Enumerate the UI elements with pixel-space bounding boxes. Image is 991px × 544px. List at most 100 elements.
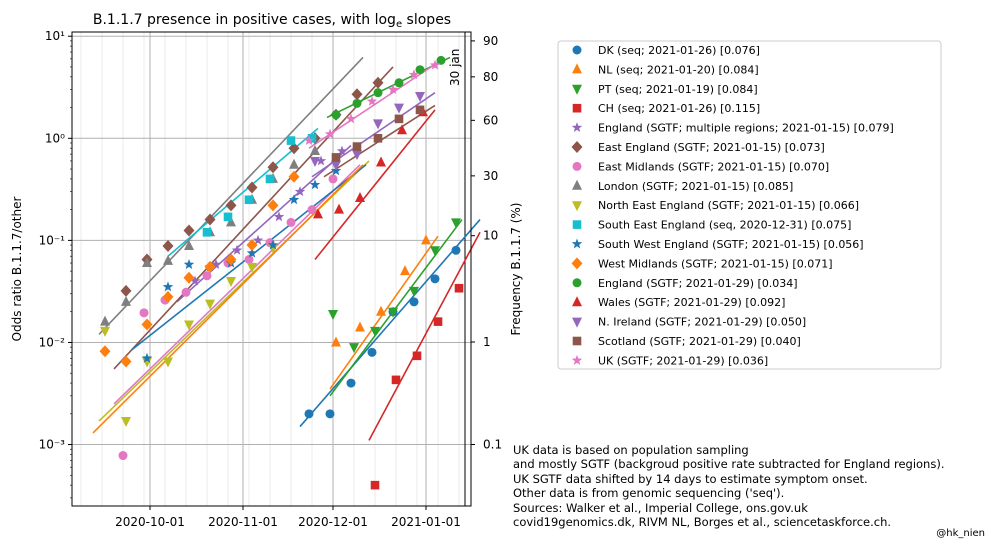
- data-point: [409, 286, 419, 297]
- data-point: [99, 345, 111, 358]
- data-point: [334, 203, 344, 214]
- legend-marker: [572, 278, 582, 288]
- data-point: [400, 265, 410, 276]
- data-point: [205, 299, 215, 310]
- data-point: [163, 357, 173, 368]
- legend-marker: [571, 238, 583, 249]
- legend-label: Scotland (SGTF; 2021-01-29) [0.040]: [598, 335, 801, 348]
- right-tick-label: 60: [483, 113, 498, 127]
- data-point: [141, 352, 153, 363]
- data-point: [286, 217, 296, 227]
- data-point: [352, 98, 362, 108]
- data-point: [372, 76, 384, 89]
- data-point: [325, 409, 335, 419]
- data-point: [415, 105, 425, 115]
- data-point: [286, 136, 296, 145]
- data-point: [331, 160, 341, 171]
- data-point: [430, 246, 440, 257]
- axes: 2020-10-01 2020-11-01 2020-12-01 2021-01-01…: [39, 29, 503, 529]
- data-point: [141, 318, 153, 331]
- legend-label: South West England (SGTF; 2021-01-15) [0…: [598, 238, 864, 251]
- data-point: [429, 59, 441, 70]
- y-tick-label: 10⁻³: [39, 438, 66, 452]
- data-point: [421, 234, 431, 245]
- data-point: [184, 240, 194, 251]
- legend-label: N. Ireland (SGTF; 2021-01-29) [0.050]: [598, 316, 806, 329]
- data-point: [121, 295, 131, 306]
- note-line: Sources: Walker et al., Imperial College…: [513, 501, 808, 515]
- data-point: [226, 277, 236, 288]
- legend-label: West Midlands (SGTF; 2021-01-15) [0.071]: [598, 257, 833, 270]
- legend-label: England (SGTF; multiple regions; 2021-01…: [598, 122, 894, 135]
- data-point: [288, 142, 300, 155]
- data-point: [433, 317, 443, 326]
- data-point: [226, 216, 236, 227]
- legend-label: Wales (SGTF; 2021-01-29) [0.092]: [598, 296, 785, 309]
- note-line: Other data is from genomic sequencing ('…: [513, 486, 785, 500]
- data-point: [288, 194, 300, 205]
- data-point: [267, 199, 279, 212]
- data-point: [142, 257, 152, 268]
- legend-marker: [572, 103, 582, 113]
- date-annotation: 30 jan: [448, 49, 462, 86]
- data-point: [231, 244, 243, 255]
- data-point: [265, 174, 275, 184]
- chart-title: B.1.1.7 presence in positive cases, with…: [93, 12, 451, 30]
- data-point: [204, 213, 216, 226]
- data-point: [370, 326, 380, 337]
- right-tick-label: 0.1: [483, 437, 502, 451]
- data-point: [328, 174, 338, 184]
- legend-label: PT (seq; 2021-01-19) [0.084]: [598, 83, 758, 96]
- data-point: [307, 134, 317, 143]
- data-point: [391, 375, 401, 385]
- legend-marker: [572, 84, 582, 95]
- data-point: [294, 186, 306, 197]
- data-point: [436, 55, 446, 65]
- x-tick-label: 2020-11-01: [208, 515, 278, 529]
- data-point: [225, 199, 237, 212]
- legend-marker: [572, 161, 582, 171]
- data-point: [183, 271, 195, 284]
- data-point: [370, 480, 380, 490]
- data-point: [451, 218, 461, 229]
- data-point: [118, 451, 128, 461]
- legend-marker: [571, 141, 583, 153]
- data-point: [246, 181, 258, 194]
- title-suffix: slopes: [402, 12, 451, 28]
- right-tick-label: 1: [483, 335, 491, 349]
- data-point: [247, 262, 257, 273]
- title-prefix: B.1.1.7 presence in positive cases, with…: [93, 12, 396, 28]
- legend-marker: [572, 317, 582, 328]
- fit-line: [329, 219, 463, 397]
- data-point: [409, 297, 419, 307]
- data-point: [304, 409, 314, 419]
- data-point: [162, 240, 174, 253]
- legend-label: North East England (SGTF; 2021-01-15) [0…: [598, 199, 859, 212]
- data-point: [244, 195, 254, 205]
- data-point: [120, 284, 132, 297]
- credit-label: @hk_nien: [936, 528, 985, 539]
- data-point: [324, 128, 336, 139]
- data-point: [189, 275, 201, 286]
- data-point: [349, 343, 359, 354]
- data-point: [273, 211, 285, 222]
- data-point: [394, 103, 404, 114]
- data-point: [162, 290, 174, 303]
- data-point: [394, 114, 404, 124]
- data-point: [289, 158, 299, 169]
- data-point: [346, 378, 356, 388]
- data-point: [121, 417, 131, 428]
- data-point: [376, 305, 386, 316]
- legend-marker: [572, 63, 582, 74]
- data-point: [355, 321, 365, 332]
- right-tick-label: 90: [483, 34, 498, 48]
- data-point: [397, 124, 407, 135]
- legend-label: South East England (seq, 2020-12-31) [0.…: [598, 219, 851, 232]
- data-point: [373, 119, 383, 130]
- data-point: [351, 88, 363, 101]
- data-point: [244, 254, 254, 264]
- data-point: [415, 65, 425, 75]
- fit-line: [98, 56, 364, 335]
- data-point: [345, 113, 357, 124]
- data-point: [408, 69, 420, 80]
